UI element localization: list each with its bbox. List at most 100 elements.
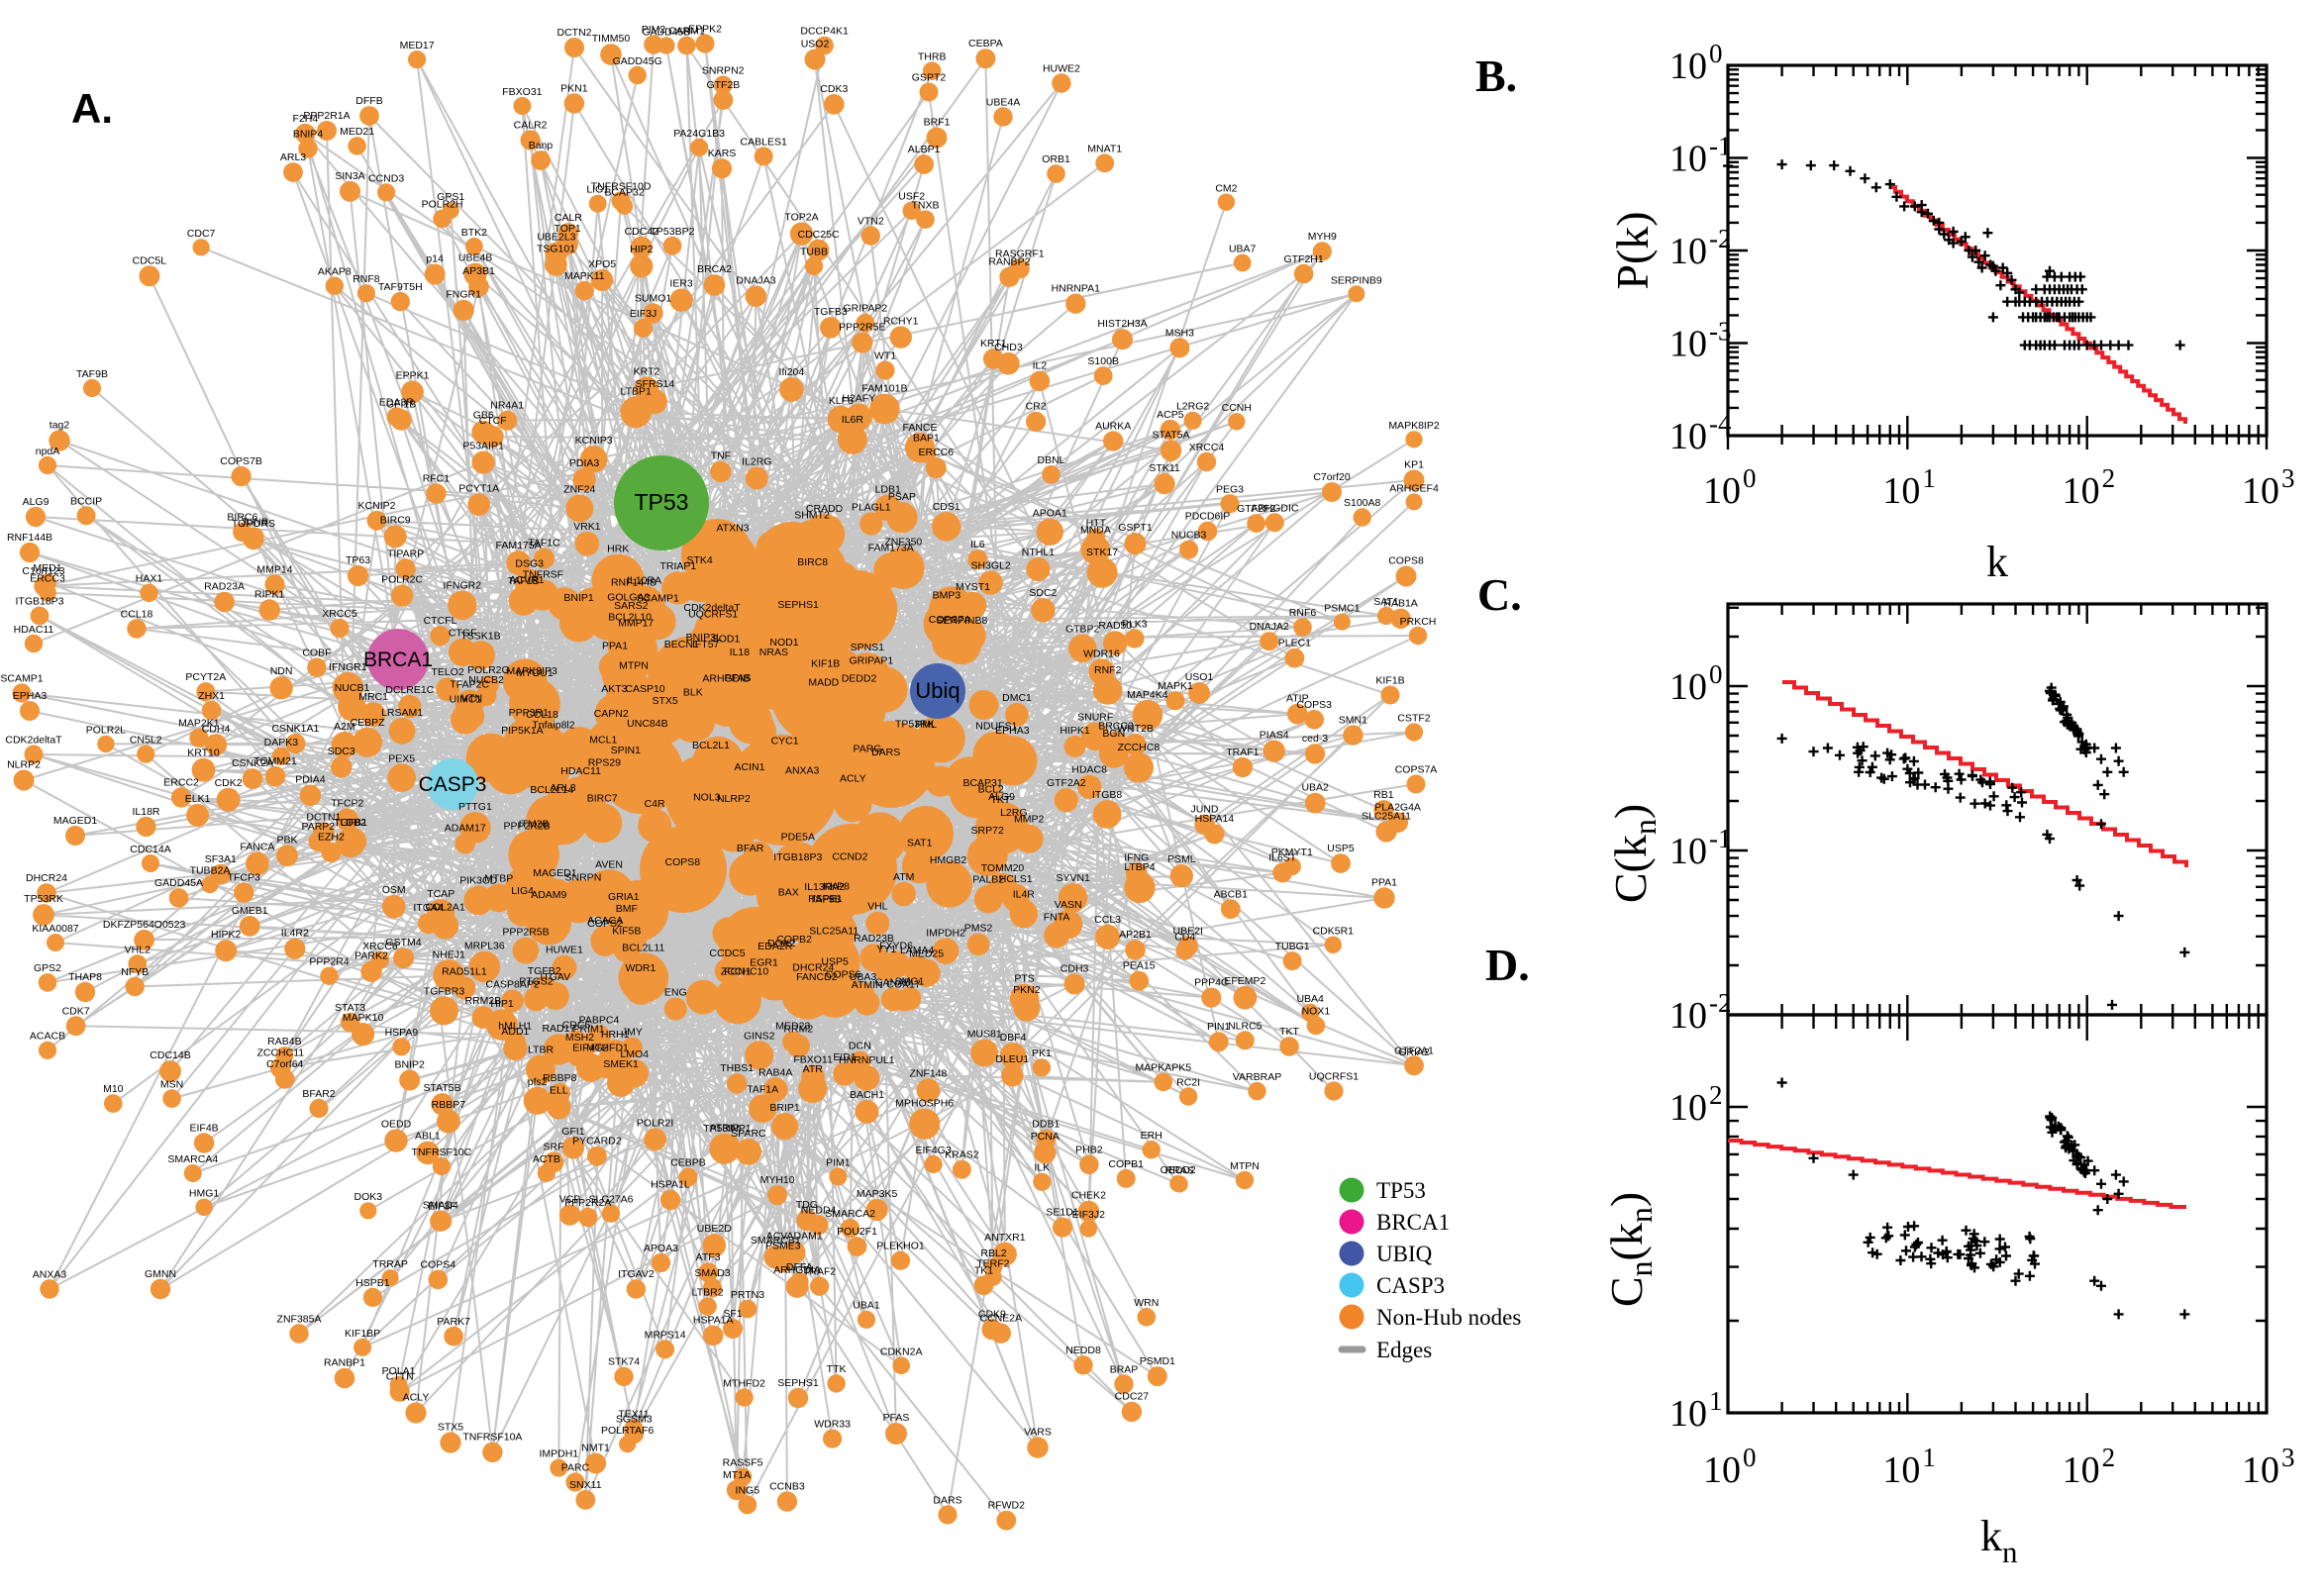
- svg-text:AKT3: AKT3: [601, 683, 627, 695]
- svg-text:DCTN1: DCTN1: [306, 812, 341, 824]
- svg-text:GMEB1: GMEB1: [232, 905, 268, 917]
- svg-text:ING5: ING5: [736, 1485, 760, 1497]
- svg-text:COPS7A: COPS7A: [929, 614, 971, 626]
- svg-text:ACVADAM1: ACVADAM1: [766, 1231, 823, 1243]
- svg-text:hMLH1: hMLH1: [498, 1021, 532, 1033]
- svg-text:TOMM20: TOMM20: [981, 862, 1025, 874]
- svg-text:10: 10: [2242, 470, 2279, 512]
- svg-text:VHL2: VHL2: [125, 944, 151, 955]
- svg-text:USP5: USP5: [821, 956, 849, 968]
- svg-text:MSH3: MSH3: [1165, 327, 1194, 339]
- svg-text:PML: PML: [915, 719, 937, 731]
- svg-text:EFEMP2: EFEMP2: [1224, 975, 1265, 987]
- svg-text:3: 3: [2281, 463, 2295, 493]
- svg-text:CSNK1A1: CSNK1A1: [271, 723, 319, 735]
- svg-text:PCYT1A: PCYT1A: [458, 482, 499, 494]
- svg-text:POLR2I: POLR2I: [637, 1117, 673, 1129]
- svg-text:RBBP8: RBBP8: [543, 1072, 577, 1084]
- svg-text:GB6: GB6: [473, 410, 494, 422]
- svg-text:AP3B1: AP3B1: [462, 265, 495, 277]
- svg-text:HSPA1L: HSPA1L: [651, 1179, 690, 1191]
- svg-text:0: 0: [1743, 1443, 1757, 1472]
- svg-text:UBE2I: UBE2I: [1173, 926, 1203, 938]
- svg-text:DEDD2: DEDD2: [842, 673, 877, 685]
- svg-text:FAM101B: FAM101B: [861, 383, 907, 395]
- svg-text:MED21: MED21: [340, 126, 374, 138]
- svg-text:PHB2: PHB2: [1075, 1145, 1103, 1156]
- svg-text:PPP3R1: PPP3R1: [509, 707, 549, 719]
- svg-text:CASP10: CASP10: [625, 683, 664, 695]
- svg-text:SF1: SF1: [723, 1308, 742, 1320]
- svg-text:PIAS4: PIAS4: [1260, 730, 1289, 742]
- svg-text:PKMYT1: PKMYT1: [1271, 847, 1313, 858]
- svg-text:TEX11: TEX11: [618, 1408, 649, 1420]
- svg-text:SDC2: SDC2: [1029, 587, 1057, 599]
- svg-text:NLRP2: NLRP2: [7, 759, 41, 771]
- svg-text:UBE2L3: UBE2L3: [537, 232, 575, 244]
- svg-text:ANXA3: ANXA3: [785, 765, 820, 777]
- svg-text:CSNK2A: CSNK2A: [232, 757, 273, 769]
- svg-text:EIF3J2: EIF3J2: [1072, 1209, 1105, 1221]
- svg-text:LAMA4: LAMA4: [900, 945, 935, 956]
- svg-text:UBIQ: UBIQ: [1376, 1242, 1433, 1266]
- svg-text:KCNIP2: KCNIP2: [358, 500, 396, 512]
- svg-text:-1: -1: [1709, 132, 1732, 161]
- svg-text:PSML: PSML: [1167, 853, 1196, 865]
- svg-text:AP2B1: AP2B1: [1119, 929, 1152, 941]
- svg-text:KRT10: KRT10: [187, 748, 220, 759]
- svg-text:ACP5: ACP5: [1157, 409, 1184, 421]
- svg-text:HRH1: HRH1: [601, 1029, 630, 1041]
- svg-text:TFAP2C: TFAP2C: [450, 679, 489, 691]
- svg-text:RCHY1: RCHY1: [883, 315, 919, 327]
- svg-text:SAT1: SAT1: [907, 838, 933, 849]
- svg-text:NMT1: NMT1: [581, 1443, 610, 1454]
- svg-text:YY1: YY1: [876, 944, 896, 955]
- svg-text:B.: B.: [1475, 50, 1517, 101]
- svg-text:FBXO11: FBXO11: [793, 1054, 833, 1066]
- svg-text:RPS29: RPS29: [588, 756, 621, 768]
- svg-text:SHMT2: SHMT2: [794, 509, 830, 521]
- svg-text:FAM175A: FAM175A: [496, 540, 542, 551]
- svg-text:CDH3: CDH3: [1060, 962, 1089, 974]
- svg-text:PPP2R4: PPP2R4: [309, 956, 349, 968]
- svg-text:C1orf123: C1orf123: [22, 565, 64, 577]
- svg-text:TP63: TP63: [346, 554, 370, 566]
- svg-text:FBXO31: FBXO31: [502, 86, 542, 98]
- svg-text:KIF1B: KIF1B: [811, 658, 840, 670]
- svg-text:HIP2: HIP2: [630, 244, 654, 255]
- svg-text:NEDD4: NEDD4: [801, 1204, 837, 1216]
- svg-text:ZCCHC8: ZCCHC8: [1118, 742, 1161, 753]
- svg-text:TUBG1: TUBG1: [1275, 941, 1310, 952]
- svg-text:WRN: WRN: [1134, 1297, 1159, 1309]
- svg-text:BCL2L11: BCL2L11: [622, 942, 664, 953]
- svg-text:ZNF24: ZNF24: [563, 484, 595, 496]
- svg-text:HRK: HRK: [607, 544, 629, 555]
- svg-text:PCYT2A: PCYT2A: [185, 671, 226, 683]
- svg-text:DOK2: DOK2: [767, 938, 796, 949]
- svg-text:ANTXR1: ANTXR1: [984, 1232, 1026, 1244]
- svg-text:3: 3: [2281, 1443, 2295, 1472]
- svg-text:THRB: THRB: [918, 50, 947, 62]
- svg-text:TIMM50: TIMM50: [592, 33, 631, 45]
- svg-text:PDCD6IP: PDCD6IP: [1185, 511, 1231, 523]
- svg-text:IL6: IL6: [970, 539, 985, 550]
- svg-text:TNFRSF10C: TNFRSF10C: [412, 1147, 472, 1158]
- svg-text:HAX1: HAX1: [136, 573, 163, 585]
- svg-text:BTK2: BTK2: [461, 227, 487, 239]
- svg-text:TP53BP2: TP53BP2: [651, 226, 695, 238]
- svg-text:DCN: DCN: [849, 1041, 871, 1052]
- svg-text:CCL18: CCL18: [121, 608, 153, 620]
- svg-text:HSPA9: HSPA9: [385, 1027, 419, 1039]
- svg-text:ATIP: ATIP: [1286, 693, 1309, 705]
- svg-text:CCL3: CCL3: [1094, 914, 1121, 926]
- svg-text:PA24G1B3: PA24G1B3: [673, 128, 725, 140]
- svg-text:HSPB1: HSPB1: [355, 1277, 390, 1289]
- svg-text:HDAC11: HDAC11: [14, 624, 54, 636]
- svg-text:CDS1: CDS1: [933, 501, 960, 513]
- svg-text:TNFRSF: TNFRSF: [523, 568, 563, 580]
- svg-text:C7orf64: C7orf64: [266, 1058, 304, 1070]
- svg-text:BGN: BGN: [1102, 728, 1125, 740]
- svg-text:10: 10: [1882, 470, 1920, 512]
- svg-text:COPS6: COPS6: [826, 969, 861, 981]
- svg-text:NOL3: NOL3: [693, 791, 721, 803]
